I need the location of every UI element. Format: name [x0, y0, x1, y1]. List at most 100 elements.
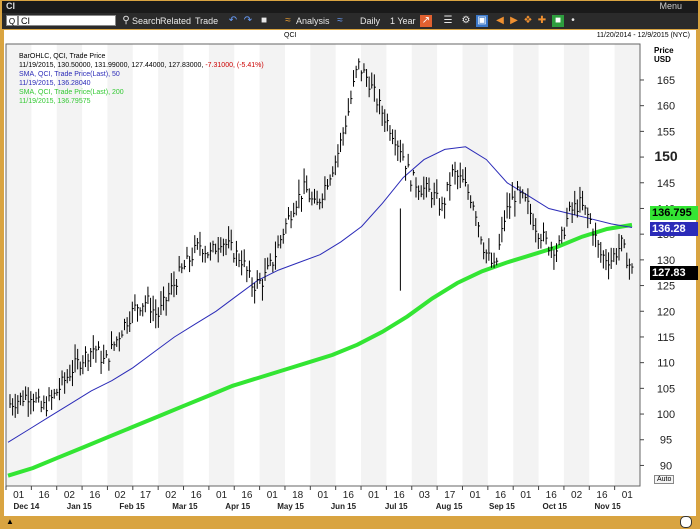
expand-left-icon[interactable]: ▲ [6, 517, 14, 526]
folder-icon[interactable]: ■ [260, 15, 268, 26]
last-price-badge: 127.83 [650, 266, 698, 280]
month-label: Jan 15 [67, 502, 92, 511]
chart-ticker: QCI [284, 32, 297, 39]
legend-bar-values: 11/19/2015, 130.50000, 131.99000, 127.44… [19, 62, 264, 69]
trade-button[interactable]: Trade [195, 16, 219, 26]
month-label: Jul 15 [385, 502, 408, 511]
scroll-left-icon[interactable]: ◀ [496, 15, 504, 26]
x-tick-label: 16 [546, 490, 558, 501]
x-tick-label: 01 [470, 490, 482, 501]
month-band [158, 44, 184, 486]
studies-icon[interactable]: ≈ [337, 15, 343, 26]
month-band [513, 44, 539, 486]
legend-sma50-value: 11/19/2015, 136.28040 [19, 80, 91, 87]
legend-sma200-value: 11/19/2015, 136.79575 [19, 98, 91, 105]
x-tick-label: 16 [343, 490, 355, 501]
x-tick-label: 01 [216, 490, 228, 501]
chart-panel[interactable]: QCI 11/20/2014 - 12/9/2015 (NYC) 90 95 100… [4, 30, 698, 516]
screenshot-icon[interactable]: ■ [552, 15, 564, 27]
x-tick-label: 16 [495, 490, 507, 501]
zoom-icon[interactable]: ❖ [523, 15, 533, 26]
y-tick-label: 100 [657, 409, 675, 421]
legend-bar-title: BarOHLC, QCI, Trade Price [19, 53, 106, 60]
bottom-bar: ▲ [2, 516, 698, 528]
sma200-line [7, 222, 633, 478]
x-tick-label: 16 [38, 490, 50, 501]
price-axis-title: Price USD [654, 46, 674, 64]
period-select[interactable]: Daily [360, 16, 381, 26]
month-label: Aug 15 [436, 502, 463, 511]
x-tick-label: 16 [596, 490, 608, 501]
range-select[interactable]: 1 Year [390, 16, 416, 26]
chart-type-icon[interactable]: ↗ [420, 15, 432, 27]
x-tick-label: 17 [140, 490, 152, 501]
x-tick-label: 01 [520, 490, 532, 501]
x-tick-label: 16 [241, 490, 253, 501]
sma200-value-badge: 136.795 [650, 206, 698, 220]
x-tick-label: 17 [444, 490, 456, 501]
y-tick-label: 110 [657, 358, 675, 370]
search-button[interactable]: Search [132, 16, 161, 26]
x-tick-label: 01 [13, 490, 25, 501]
x-tick-label: 01 [267, 490, 279, 501]
x-tick-label: 01 [622, 490, 634, 501]
month-band [107, 44, 133, 486]
toolbar: Q CI ⚲ Search Related Trade ↶ ↷ ■ ≈ Anal… [2, 13, 698, 29]
chart-legend: BarOHLC, QCI, Trade Price 11/19/2015, 13… [19, 52, 264, 106]
fit-icon[interactable]: ✚ [537, 15, 547, 26]
month-label: Nov 15 [594, 502, 621, 511]
y-tick-label: 150 [654, 148, 678, 164]
y-tick-label: 165 [657, 75, 675, 87]
auto-scale-button[interactable]: Auto [654, 475, 675, 484]
x-tick-label: 03 [419, 490, 431, 501]
legend-sma200-title: SMA, QCI, Trade Price(Last), 200 [19, 89, 124, 96]
symbol-input[interactable]: CI [18, 15, 116, 26]
analysis-button[interactable]: Analysis [296, 16, 330, 26]
y-tick-label: 120 [657, 306, 675, 318]
undo-icon[interactable]: ↶ [228, 15, 238, 26]
related-button[interactable]: Related [160, 16, 192, 26]
y-tick-label: 155 [657, 126, 675, 138]
month-band [259, 44, 285, 486]
x-tick-label: 18 [292, 490, 304, 501]
x-tick-label: 01 [317, 490, 329, 501]
y-tick-label: 145 [657, 178, 675, 190]
window-title: CI [6, 1, 15, 11]
menu-button[interactable]: Menu [659, 1, 682, 11]
y-tick-label: 160 [657, 101, 675, 113]
x-tick-label: 02 [115, 490, 127, 501]
drawing-tools-icon[interactable]: ☰ [443, 15, 453, 26]
month-band [563, 44, 590, 486]
y-tick-label: 125 [657, 281, 675, 293]
month-band [411, 44, 438, 486]
plot-border [5, 43, 641, 487]
month-label: Jun 15 [331, 502, 357, 511]
analysis-icon[interactable]: ≈ [285, 15, 291, 26]
link-icon[interactable]: • [571, 15, 575, 26]
redo-icon[interactable]: ↷ [243, 15, 253, 26]
month-label: Oct 15 [543, 502, 568, 511]
sma50-value-badge: 136.28 [650, 222, 698, 236]
y-tick-label: 105 [657, 383, 675, 395]
x-tick-label: 02 [64, 490, 76, 501]
price-chart[interactable]: 9095100105110115120125130135140145150155… [4, 30, 696, 516]
settings-icon[interactable]: ⚙ [461, 15, 471, 26]
save-icon[interactable]: ▣ [476, 15, 488, 27]
month-label: May 15 [277, 502, 304, 511]
scroll-right-icon[interactable]: ▶ [510, 15, 518, 26]
month-band [56, 44, 83, 486]
month-band [310, 44, 336, 486]
x-tick-label: 02 [571, 490, 583, 501]
legend-change: -7.31000, (-5.41%) [205, 62, 264, 69]
y-tick-label: 90 [660, 460, 672, 472]
month-band [462, 44, 488, 486]
month-label: Apr 15 [225, 502, 250, 511]
search-icon[interactable]: ⚲ [122, 15, 130, 26]
symbol-selector[interactable]: Q [6, 15, 18, 26]
chart-date-range: 11/20/2014 - 12/9/2015 (NYC) [596, 32, 690, 39]
title-bar: CI Menu [2, 1, 698, 13]
legend-sma50-title: SMA, QCI, Trade Price(Last), 50 [19, 71, 120, 78]
x-tick-label: 02 [165, 490, 177, 501]
y-tick-label: 130 [657, 255, 675, 267]
